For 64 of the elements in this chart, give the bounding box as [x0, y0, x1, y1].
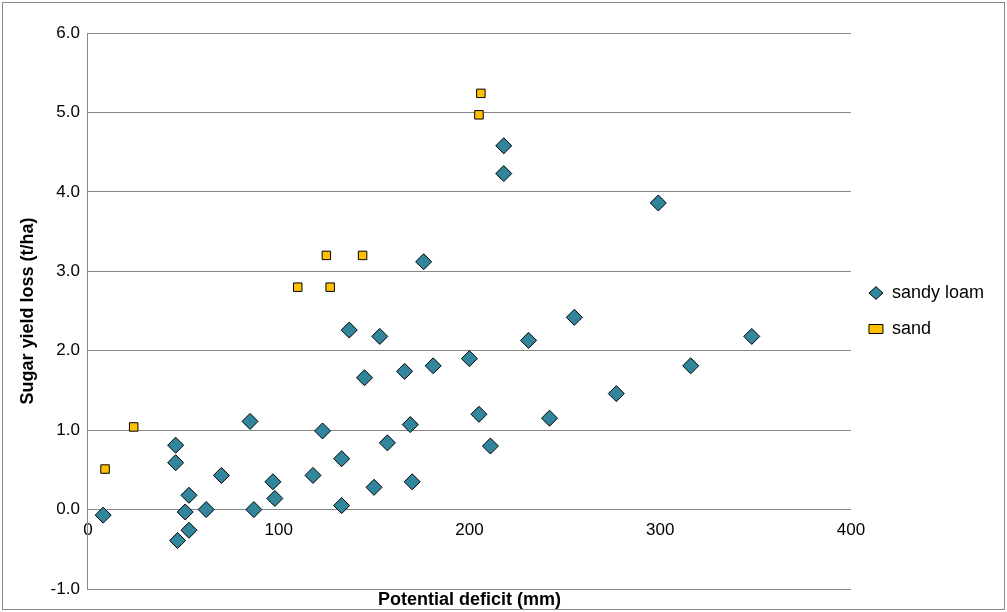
point [565, 308, 583, 326]
point [403, 473, 421, 491]
y-tick-label: 5.0 [56, 102, 80, 122]
point [365, 478, 383, 496]
point [245, 501, 263, 519]
point [304, 466, 322, 484]
x-tick-label: 100 [264, 520, 293, 540]
y-tick-label: -1.0 [50, 578, 80, 598]
x-tick-label: 300 [646, 520, 675, 540]
legend-label: sand [891, 317, 931, 338]
point [167, 454, 185, 472]
point [470, 405, 488, 423]
y-tick-label: 1.0 [56, 419, 80, 439]
legend-label: sandy loam [891, 281, 985, 302]
point [167, 436, 185, 454]
point [325, 282, 335, 292]
point [401, 416, 419, 434]
point [314, 422, 332, 440]
point [333, 450, 351, 468]
point [333, 497, 351, 515]
point [264, 473, 282, 491]
point [476, 88, 486, 99]
point [357, 250, 368, 261]
point [100, 464, 110, 474]
point [212, 466, 230, 484]
point [321, 250, 332, 261]
point [378, 434, 396, 452]
point [460, 350, 478, 368]
point [743, 327, 761, 345]
point [180, 486, 198, 504]
point [292, 282, 303, 292]
point [424, 357, 442, 375]
point [495, 165, 513, 183]
point [128, 422, 139, 432]
point [495, 137, 513, 155]
point [415, 253, 433, 271]
x-tick-label: 200 [455, 520, 484, 540]
point [340, 321, 358, 339]
y-tick-label: 4.0 [56, 181, 80, 201]
point [481, 437, 499, 455]
point [241, 412, 259, 430]
point [94, 506, 112, 524]
point [356, 369, 373, 387]
point [180, 521, 198, 539]
x-tick-label: 0 [83, 520, 93, 540]
point [649, 194, 667, 212]
point [371, 327, 389, 345]
y-tick-label: 6.0 [56, 22, 80, 42]
point [682, 357, 700, 375]
point [169, 532, 187, 550]
y-axis-title: Sugar yield loss (t/ha) [16, 217, 37, 405]
point [266, 489, 284, 507]
y-tick-label: 0.0 [56, 499, 80, 519]
x-axis-title: Potential deficit (mm) [377, 588, 561, 609]
point [607, 385, 625, 403]
point [474, 110, 484, 120]
y-tick-label: 3.0 [56, 260, 80, 280]
point [396, 362, 414, 380]
y-tick-label: 2.0 [56, 340, 80, 360]
point [520, 331, 538, 349]
x-tick-label: 400 [836, 520, 866, 540]
point [197, 501, 215, 519]
point [541, 409, 559, 427]
point [176, 503, 194, 521]
